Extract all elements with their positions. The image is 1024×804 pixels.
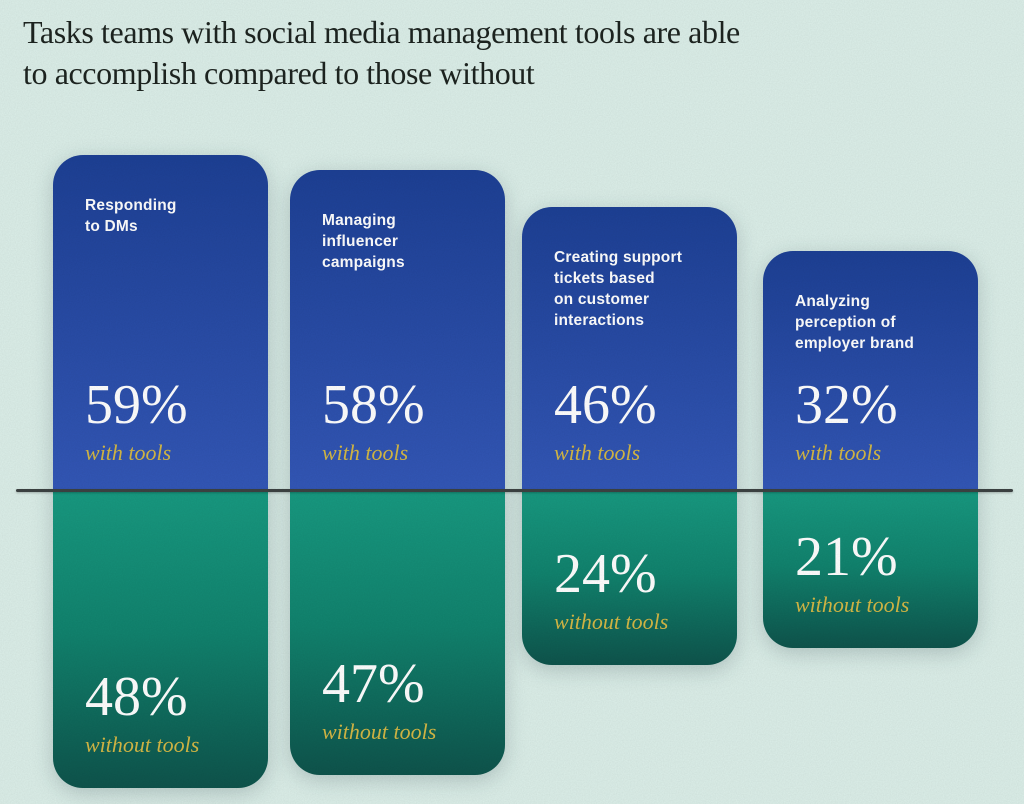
bar-analyzing-employer-brand: Analyzing perception of employer brand 3… [763, 251, 978, 648]
bar-managing-influencer-campaigns: Managing influencer campaigns 58% with t… [290, 170, 505, 775]
without-tools-label: without tools [795, 591, 910, 617]
with-tools-value: 59% [85, 373, 188, 436]
bar-responding-to-dms: Responding to DMs 59% with tools 48% wit… [53, 155, 268, 788]
bar-category-label: Managing influencer campaigns [322, 212, 405, 271]
without-tools-value: 47% [322, 652, 425, 715]
chart-title: Tasks teams with social media management… [23, 12, 740, 94]
with-tools-value-group: 46% with tools [554, 377, 717, 466]
with-tools-value: 32% [795, 373, 898, 436]
with-tools-segment: Creating support tickets based on custom… [522, 207, 737, 490]
with-tools-value: 46% [554, 373, 657, 436]
bar-creating-support-tickets: Creating support tickets based on custom… [522, 207, 737, 665]
with-tools-value-group: 58% with tools [322, 377, 485, 466]
without-tools-segment: 21% without tools [763, 490, 978, 648]
with-tools-segment: Analyzing perception of employer brand 3… [763, 251, 978, 490]
without-tools-value: 48% [85, 665, 188, 728]
with-tools-label: with tools [85, 439, 172, 465]
without-tools-label: without tools [322, 718, 437, 744]
without-tools-segment: 48% without tools [53, 490, 268, 788]
with-tools-label: with tools [554, 439, 641, 465]
with-tools-label: with tools [795, 439, 882, 465]
baseline-divider [16, 489, 1013, 492]
without-tools-label: without tools [85, 731, 200, 757]
without-tools-value: 21% [795, 525, 898, 588]
with-tools-segment: Managing influencer campaigns 58% with t… [290, 170, 505, 490]
with-tools-value-group: 59% with tools [85, 377, 248, 466]
without-tools-value: 24% [554, 542, 657, 605]
chart-title-line-2: to accomplish compared to those without [23, 55, 535, 91]
with-tools-segment: Responding to DMs 59% with tools [53, 155, 268, 490]
chart-title-line-1: Tasks teams with social media management… [23, 14, 740, 50]
bar-category-label: Creating support tickets based on custom… [554, 249, 683, 329]
bar-category-label: Responding to DMs [85, 197, 177, 235]
with-tools-value-group: 32% with tools [795, 377, 958, 466]
with-tools-value: 58% [322, 373, 425, 436]
without-tools-segment: 47% without tools [290, 490, 505, 775]
without-tools-label: without tools [554, 608, 669, 634]
bar-category-label: Analyzing perception of employer brand [795, 293, 915, 352]
with-tools-label: with tools [322, 439, 409, 465]
without-tools-segment: 24% without tools [522, 490, 737, 665]
